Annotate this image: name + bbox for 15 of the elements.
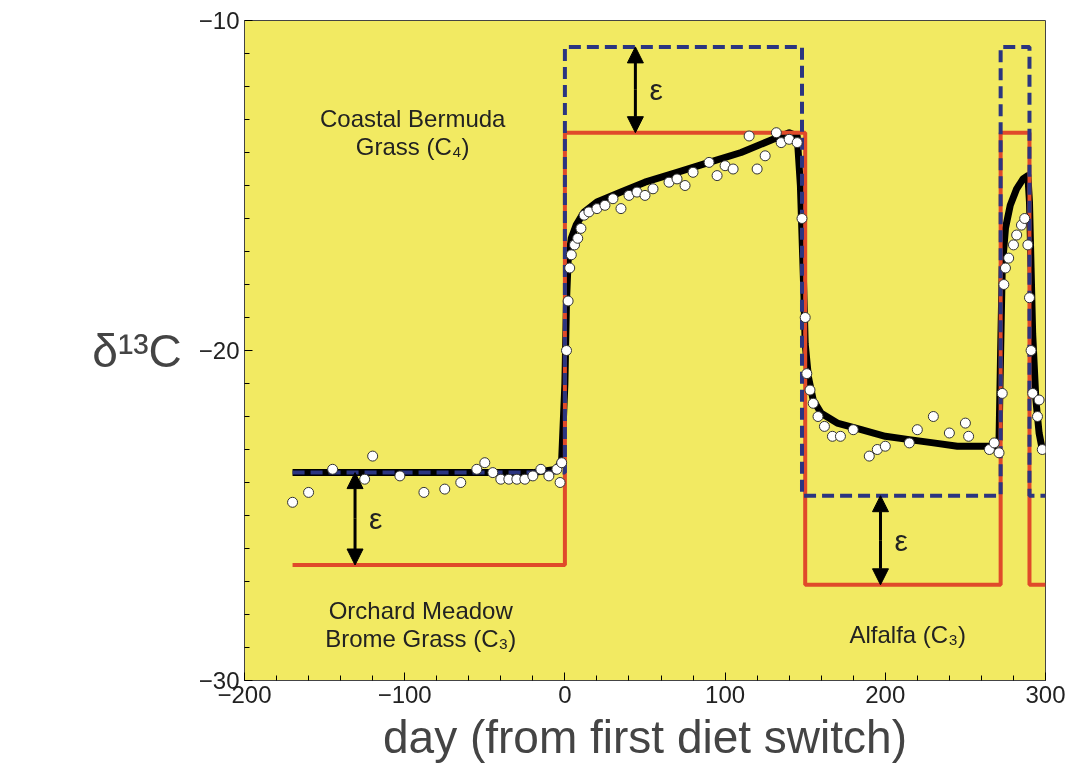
x-tick-label: 300 [1025, 680, 1066, 708]
annotation: Orchard Meadow Brome Grass (C₃) [325, 596, 517, 652]
x-tick-label: 200 [865, 680, 906, 708]
x-axis-title: day (from first diet switch) [383, 710, 907, 763]
y-tick-label: −10 [198, 7, 240, 34]
annotation: ε [649, 73, 663, 107]
annotation: ε [369, 502, 383, 536]
x-tick-label: −100 [377, 680, 432, 708]
y-axis-title: δ¹³C [92, 324, 182, 377]
annotation: Alfalfa (C₃) [849, 620, 966, 648]
x-tick-label: 0 [558, 680, 572, 708]
x-tick-label: 100 [705, 680, 746, 708]
y-tick-label: −20 [198, 337, 240, 364]
annotation: ε [894, 523, 908, 557]
annotation: Coastal Bermuda Grass (C₄) [320, 105, 507, 161]
